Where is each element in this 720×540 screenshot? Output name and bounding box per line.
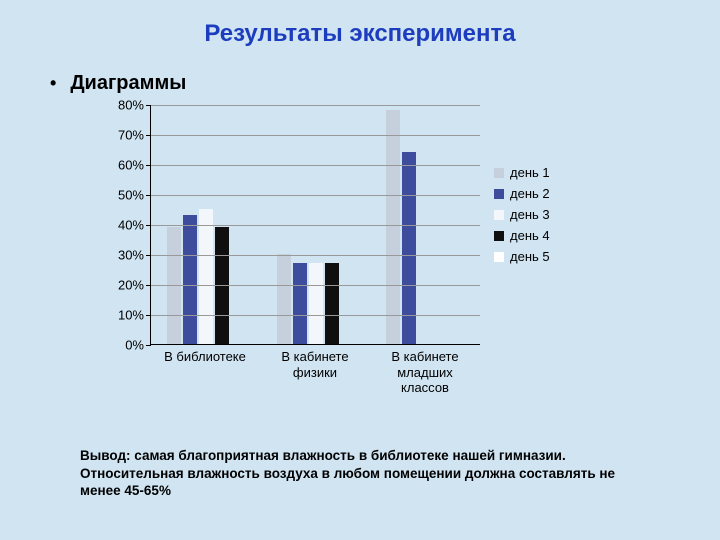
gridline: [151, 195, 480, 196]
conclusion: Вывод: самая благоприятная влажность в б…: [80, 447, 620, 500]
y-tick-label: 50%: [118, 188, 144, 203]
legend: день 1 день 2 день 3 день 4 день 5: [494, 165, 614, 395]
bar: [277, 254, 291, 344]
chart: 0%10%20%30%40%50%60%70%80% день 1день 2д…: [100, 105, 620, 395]
legend-label: день 4: [510, 228, 550, 243]
bar: [199, 209, 213, 344]
gridline: [151, 285, 480, 286]
gridline: [151, 135, 480, 136]
y-tick-label: 70%: [118, 128, 144, 143]
bar: [325, 263, 339, 344]
subtitle-row: • Диаграммы: [50, 72, 680, 95]
gridline: [151, 255, 480, 256]
legend-item: день 5: [494, 249, 614, 264]
y-tick-label: 10%: [118, 308, 144, 323]
legend-swatch: [494, 189, 504, 199]
gridline: [151, 165, 480, 166]
legend-item: день 3: [494, 207, 614, 222]
x-axis-labels: В библиотекеВ кабинете физикиВ кабинете …: [150, 349, 480, 396]
legend-swatch: [494, 210, 504, 220]
y-tick-mark: [146, 105, 151, 106]
y-tick-mark: [146, 195, 151, 196]
legend-swatch: [494, 168, 504, 178]
legend-swatch: [494, 252, 504, 262]
y-tick-mark: [146, 165, 151, 166]
y-axis: 0%10%20%30%40%50%60%70%80%: [100, 105, 150, 345]
y-tick-mark: [146, 285, 151, 286]
plot-area: [150, 105, 480, 345]
legend-label: день 3: [510, 207, 550, 222]
legend-item: день 2: [494, 186, 614, 201]
legend-swatch: [494, 231, 504, 241]
y-tick-mark: [146, 225, 151, 226]
bar: [309, 263, 323, 344]
gridline: [151, 225, 480, 226]
subtitle: Диаграммы: [70, 72, 186, 95]
page-title: Результаты эксперимента: [40, 20, 680, 48]
legend-label: день 5: [510, 249, 550, 264]
legend-label: день 2: [510, 186, 550, 201]
x-label: В кабинете физики: [260, 349, 370, 396]
y-tick-label: 0%: [125, 338, 144, 353]
bullet: •: [50, 73, 56, 94]
y-tick-mark: [146, 135, 151, 136]
chart-wrap: 0%10%20%30%40%50%60%70%80% день 1день 2д…: [40, 105, 680, 395]
bar: [386, 110, 400, 344]
gridline: [151, 105, 480, 106]
y-tick-label: 60%: [118, 158, 144, 173]
y-tick-mark: [146, 345, 151, 346]
gridline: [151, 315, 480, 316]
y-tick-mark: [146, 255, 151, 256]
x-label: В кабинете младших классов: [370, 349, 480, 396]
bar: [183, 215, 197, 344]
legend-item: день 1: [494, 165, 614, 180]
legend-item: день 4: [494, 228, 614, 243]
y-tick-label: 80%: [118, 98, 144, 113]
y-tick-label: 20%: [118, 278, 144, 293]
y-tick-mark: [146, 315, 151, 316]
x-label: В библиотеке: [150, 349, 260, 396]
legend-label: день 1: [510, 165, 550, 180]
bar: [293, 263, 307, 344]
y-tick-label: 40%: [118, 218, 144, 233]
y-tick-label: 30%: [118, 248, 144, 263]
